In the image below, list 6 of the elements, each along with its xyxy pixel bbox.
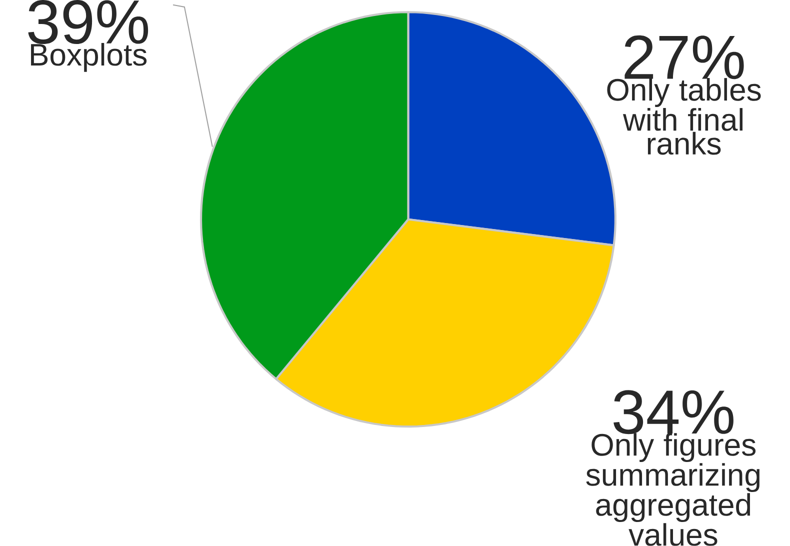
slice-label: Boxplots bbox=[31, 43, 147, 72]
data-label: 27% bbox=[624, 35, 744, 80]
data-label: 39% bbox=[28, 0, 148, 44]
slice-label: Only tables with final ranks bbox=[607, 78, 761, 155]
slice-label: Only figures summarizing aggregated values bbox=[586, 433, 760, 546]
data-label: 34% bbox=[614, 390, 734, 434]
